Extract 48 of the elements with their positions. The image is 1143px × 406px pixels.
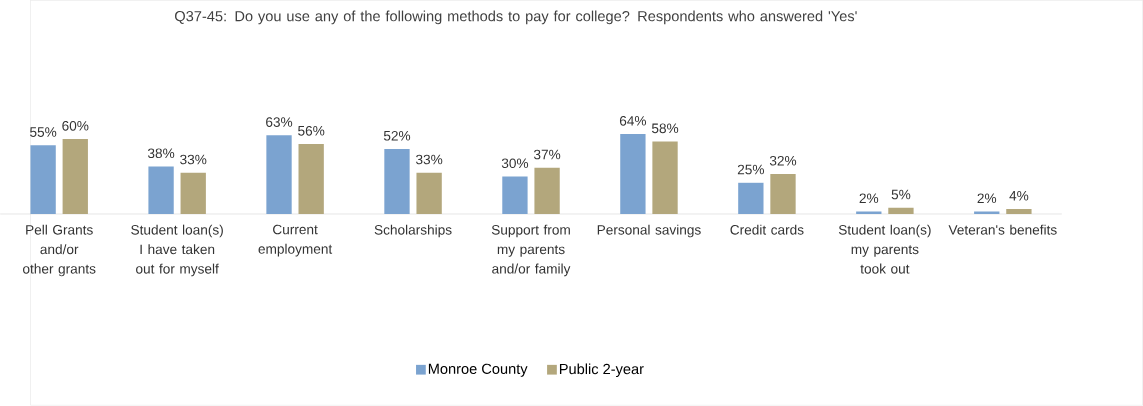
data-label: 63%	[266, 117, 293, 128]
data-label: 32%	[769, 156, 797, 166]
x-tick-label: Credit cards	[730, 224, 804, 235]
bar	[148, 166, 174, 215]
data-label: 64%	[619, 116, 647, 126]
x-tick-label: Current employment	[258, 224, 333, 257]
data-label: 2%	[859, 193, 879, 204]
bar	[974, 211, 1000, 215]
bar	[298, 144, 324, 215]
data-label: 33%	[416, 154, 443, 165]
bar	[62, 139, 88, 215]
bar	[770, 174, 796, 215]
data-label: 37%	[533, 149, 561, 160]
bar	[856, 211, 882, 215]
bar	[738, 182, 764, 215]
bar	[180, 173, 206, 215]
legend-label: Monroe County	[428, 363, 528, 378]
x-tick-label: Student loan(s) I have taken out for myself	[131, 224, 223, 277]
bar	[620, 134, 646, 215]
data-label: 55%	[30, 127, 57, 138]
x-tick-label: Personal savings	[597, 224, 701, 238]
data-label: 2%	[977, 193, 997, 204]
x-tick-label: Scholarships	[374, 224, 452, 238]
bar	[534, 168, 560, 215]
data-label: 52%	[383, 131, 411, 141]
bar	[888, 207, 914, 215]
bar	[652, 141, 678, 215]
bar	[502, 176, 528, 215]
bar	[1006, 209, 1032, 215]
data-label: 60%	[62, 121, 89, 131]
x-tick-label: Pell Grants and/or other grants	[23, 224, 96, 277]
bar	[384, 149, 410, 215]
data-label: 38%	[147, 148, 175, 159]
legend-label: Public 2-year	[559, 363, 644, 378]
data-label: 33%	[180, 154, 207, 165]
data-label: 58%	[651, 123, 679, 134]
data-label: 56%	[298, 126, 325, 136]
chart-title: Q37-45: Do you use any of the following methods to pay for college? Respondents who answered 'Yes'	[175, 10, 857, 25]
bar	[30, 145, 56, 215]
bar	[416, 173, 442, 215]
bar	[266, 135, 292, 215]
x-tick-label: Support from my parents and/or family	[491, 224, 571, 277]
data-label: 25%	[737, 164, 765, 175]
data-label: 5%	[891, 189, 911, 200]
data-label: 30%	[501, 158, 529, 169]
x-tick-label: Veteran's benefits	[948, 224, 1057, 235]
x-tick-label: Student loan(s) my parents took out	[838, 224, 931, 274]
data-label: 4%	[1009, 191, 1029, 201]
